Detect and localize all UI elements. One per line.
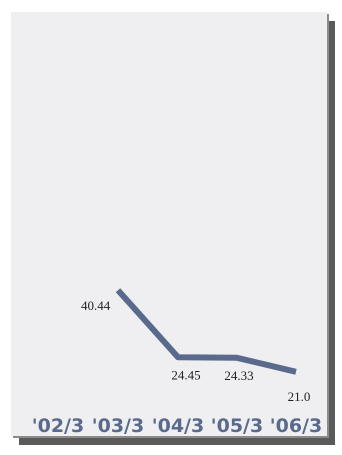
x-tick-label: '02/3 (32, 415, 84, 437)
series-line (115, 288, 297, 375)
data-label: 40.44 (81, 298, 111, 313)
data-label: 21.0 (288, 389, 311, 404)
x-tick-label: '03/3 (92, 415, 144, 437)
x-tick-label: '04/3 (152, 415, 204, 437)
x-tick-label: '06/3 (270, 415, 322, 437)
data-label: 24.45 (171, 367, 200, 382)
data-label: 24.33 (224, 368, 253, 383)
x-tick-label: '05/3 (211, 415, 263, 437)
